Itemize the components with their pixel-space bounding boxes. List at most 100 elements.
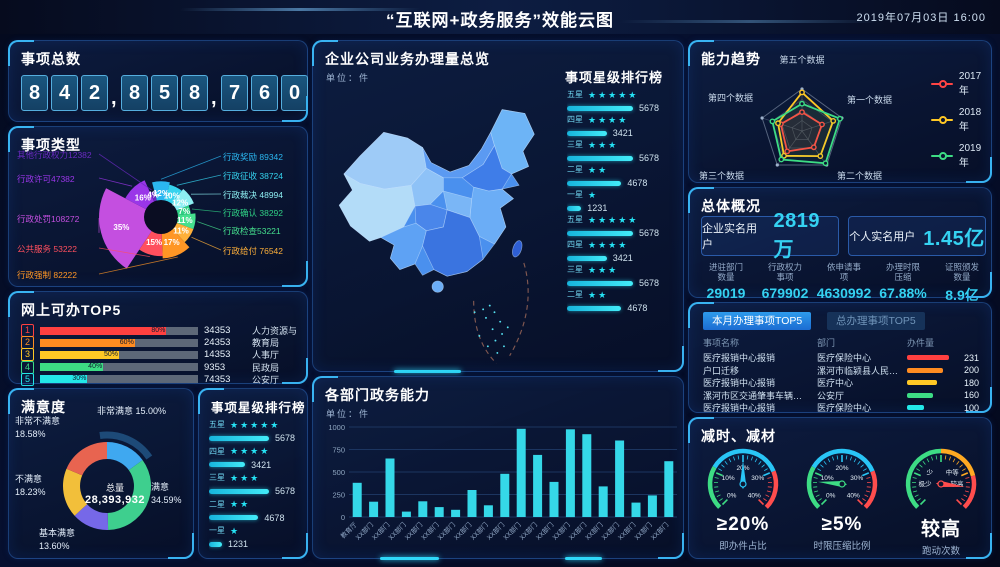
dept-capability-unit: 单位：件: [326, 409, 371, 419]
svg-text:0%: 0%: [727, 492, 737, 499]
star-grade-label: 三星: [209, 473, 225, 482]
item-type-label: 行政处罚108272: [17, 214, 80, 224]
panel-dept-capability: 各部门政务能力 单位：件 0 250 500 750 1000 教育厅 XX部门 XX部门 XX…: [312, 376, 684, 560]
star-value: 4678: [627, 178, 648, 188]
item-types-rose-chart: 12%10%12%7%11%11%17%15%35%16%4%: [98, 153, 222, 275]
star-row: 二星 ★★ 4678: [209, 499, 299, 523]
star-grade-label: 五星: [209, 420, 225, 429]
svg-text:30%: 30%: [751, 475, 764, 482]
china-map[interactable]: [319, 85, 581, 369]
star-bar: [567, 230, 633, 236]
star-grade-label: 五星: [567, 215, 583, 224]
star-icons: ★★★★★: [588, 89, 639, 100]
overview-stat-value: 4630992: [816, 285, 872, 301]
star-row: 四星 ★★★★ 3421: [567, 114, 675, 138]
star-grade-label: 四星: [567, 115, 583, 124]
dept-bar: [598, 486, 608, 517]
svg-text:30%: 30%: [850, 475, 863, 482]
table-cell-dept: 公安厅: [817, 390, 845, 401]
star-grade-label: 四星: [567, 240, 583, 249]
star-row: 一星 ★ 1231: [567, 189, 675, 213]
tab-total-top5[interactable]: 总办理事项TOP5: [827, 312, 925, 330]
radar-axis-label: 第五个数据: [779, 55, 825, 65]
table-cell-bar: [907, 380, 949, 386]
radar-legend-item[interactable]: 2017年: [931, 71, 991, 97]
svg-text:40%: 40%: [847, 492, 860, 499]
svg-text:20%: 20%: [835, 465, 848, 472]
dept-bar: [664, 461, 674, 517]
table-bar: [907, 380, 938, 386]
table-row: 医疗报销中心报销 医疗保险中心 100: [703, 401, 979, 414]
overview-stat: 证照颁发 数量 8.9亿: [933, 262, 991, 305]
item-type-label: 行政确认 38292: [223, 208, 283, 218]
legend-dot: [939, 80, 947, 88]
panel-reduction-title: 减时、减材: [701, 428, 776, 444]
dept-name: 人事厅: [252, 350, 280, 361]
bar-value: 24353: [204, 337, 231, 349]
satisfaction-label: 基本满意 13.60%: [39, 528, 76, 551]
table-row: 医疗报销中心报销 医疗保险中心 231: [703, 351, 979, 364]
table-row: 户口迁移 漯河市临颍县人民社保... 200: [703, 364, 979, 377]
star-ranking-small-list: 五星 ★★★★★ 5678 四星 ★★★★ 3421 三星 ★★★ 5678 二星 ★★ 4678 一星…: [209, 419, 299, 554]
online-top5-row: 3 50% 14353 人事厅: [21, 348, 297, 362]
gauge-label: 跑动次数: [921, 546, 960, 557]
star-bar: [567, 280, 633, 286]
table-row: 漯河市区交通肇事车辆后续处... 公安厅 160: [703, 389, 979, 402]
star-value: 3421: [612, 253, 633, 263]
star-bar: [567, 155, 633, 161]
overview-stat-value: 679902: [761, 285, 809, 301]
online-top5-row: 2 60% 24353 教育局: [21, 336, 297, 350]
table-cell-dept: 医疗保险中心: [817, 353, 872, 363]
radar-legend-item[interactable]: 2019年: [931, 143, 991, 169]
table-cell-name: 漯河市区交通肇事车辆后续处...: [703, 390, 811, 401]
star-grade-label: 二星: [209, 499, 225, 509]
star-icons: ★★★★★: [230, 419, 281, 430]
bar-track: 30%: [40, 375, 198, 384]
star-row: 二星 ★★ 4678: [567, 164, 675, 188]
rank-badge: 3: [21, 348, 34, 362]
panel-star-ranking-small: 事项星级排行榜 五星 ★★★★★ 5678 四星 ★★★★ 3421 三星 ★★★ 5678 二星…: [198, 388, 308, 559]
item-type-label: 公共服务 53222: [17, 244, 77, 254]
dept-bar: [565, 429, 575, 518]
header-bar: “互联网+政务服务”效能云图 2019年07月03日 16:00: [0, 0, 1000, 34]
bar-track: 80%: [40, 326, 198, 335]
svg-text:0%: 0%: [826, 492, 836, 499]
dept-bar: [516, 428, 526, 517]
svg-text:11%: 11%: [173, 226, 189, 235]
overview-card: 个人实名用户 1.45亿: [848, 216, 986, 256]
donut-slice: [66, 441, 107, 476]
panel-overview-title: 总体概况: [701, 198, 761, 214]
bar-percent-label: 60%: [119, 338, 134, 346]
star-row: 五星 ★★★★★ 5678: [209, 419, 299, 443]
panel-total-items-title: 事项总数: [21, 51, 81, 67]
star-icons: ★★★: [588, 139, 619, 150]
satisfaction-label: 不满意 18.23%: [15, 474, 46, 497]
radar-axis-label: 第四个数据: [707, 93, 753, 103]
gauge-label: 即办件占比: [719, 541, 767, 552]
gauge-0: 0%10%20%30%40%≥20%即办件占比: [695, 444, 791, 552]
panel-online-top5: 网上可办TOP5 1 80% 34353 人力资源与社会保障厅 2 60% 24353 教育局…: [8, 291, 308, 386]
online-top5-row: 4 40% 9353 民政局: [21, 360, 297, 374]
star-grade-label: 一星: [209, 526, 225, 535]
table-cell-name: 医疗报销中心报销: [703, 353, 776, 363]
capability-trend-radar-chart: [760, 87, 844, 167]
dept-bar: [582, 434, 592, 517]
tab-monthly-top5[interactable]: 本月办理事项TOP5: [703, 312, 812, 330]
dept-bar: [467, 490, 477, 517]
overview-stat-label: 依申请事项: [826, 262, 861, 282]
radar-legend-item[interactable]: 2018年: [931, 107, 991, 133]
satisfaction-center-label: 总量: [105, 483, 124, 493]
dept-bar: [401, 511, 411, 517]
star-bar: [567, 305, 622, 311]
item-type-label: 行政许可47382: [17, 174, 75, 184]
gauge-label: 时限压缩比例: [813, 541, 871, 552]
overview-stat: 办理时限 压缩 67.88%: [874, 262, 932, 301]
svg-text:1000: 1000: [328, 423, 345, 432]
overview-card-label: 个人实名用户: [849, 231, 916, 243]
panel-business-map: 企业公司业务办理量总览 单位：件: [312, 40, 684, 373]
bar-percent-label: 30%: [72, 375, 87, 383]
table-cell-name: 户口迁移: [703, 365, 740, 376]
bar-track: 50%: [40, 350, 198, 359]
header-datetime: 2019年07月03日 16:00: [856, 12, 986, 24]
